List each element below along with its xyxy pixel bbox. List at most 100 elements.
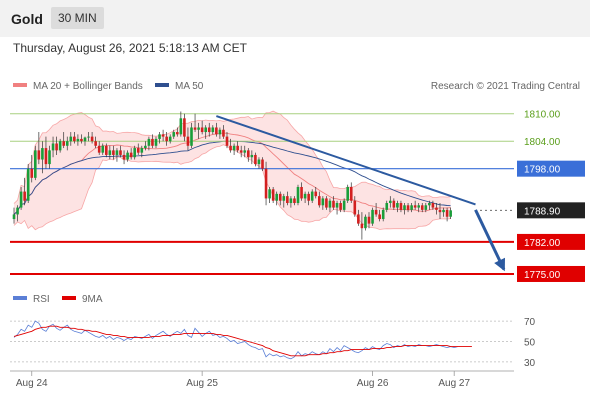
candle-body (58, 141, 62, 151)
candle-body (193, 127, 197, 130)
candle-body (26, 168, 30, 201)
legend-label-rsi: RSI (33, 294, 50, 305)
candle-body (90, 136, 94, 142)
candle-body (41, 148, 44, 160)
candle-body (378, 214, 381, 220)
candle-body (222, 129, 225, 137)
candle-body (232, 145, 236, 151)
x-tick-label-Aug 26: Aug 26 (357, 378, 389, 389)
candle-body (69, 136, 73, 142)
candle-body (278, 193, 282, 201)
rsi-ma-line (13, 325, 472, 357)
candle-body (183, 118, 186, 137)
candle-body (239, 150, 243, 153)
candle-body (122, 154, 126, 160)
candle-body (410, 205, 413, 210)
candle-body (94, 141, 97, 146)
level-label-1798.00: 1798.00 (524, 165, 561, 176)
candle-body (289, 198, 293, 204)
candle-body (101, 145, 105, 153)
level-label-bg-1775.00 (517, 265, 585, 282)
timeframe-button[interactable]: 30 MIN (51, 7, 104, 29)
candle-body (236, 145, 239, 151)
level-label-1788.90: 1788.90 (524, 206, 561, 217)
candle-body (286, 196, 289, 204)
candle-body (261, 159, 264, 169)
candle-body (264, 168, 268, 199)
candle-body (19, 191, 23, 208)
candle-body (55, 143, 58, 151)
candle-body (310, 191, 314, 201)
candle-body (364, 216, 367, 229)
candle-body (144, 145, 147, 149)
main-legend: MA 20 + Bollinger Bands MA 50 Research ©… (13, 81, 580, 92)
candle-body (268, 189, 271, 199)
candle-body (243, 150, 247, 153)
candle-body (307, 193, 310, 201)
candle-body (339, 203, 342, 210)
candle-body (197, 127, 200, 130)
ma20-line (13, 132, 451, 215)
candle-body (254, 154, 257, 165)
candle-body (186, 136, 190, 146)
candle-body (385, 203, 389, 210)
candle-body (80, 138, 83, 142)
candle-body (62, 141, 65, 146)
rsi-line (13, 320, 458, 360)
candle-body (449, 210, 452, 217)
forecast-arrow-head (494, 257, 505, 272)
rsi-tick-70: 70 (524, 317, 536, 328)
candle-body (51, 143, 55, 151)
candle-body (413, 205, 417, 208)
level-label-1775.00: 1775.00 (524, 270, 561, 281)
candle-body (176, 132, 179, 135)
candle-body (126, 152, 129, 160)
candle-body (225, 136, 229, 146)
rsi-plot: 30 50 70 (10, 317, 536, 369)
candle-body (16, 207, 19, 215)
candle-body (83, 137, 87, 142)
legend-swatch-9ma (62, 296, 76, 300)
candle-body (207, 127, 211, 133)
candle-body (353, 200, 357, 215)
timestamp: Thursday, August 26, 2021 5:18:13 AM CET (13, 41, 247, 55)
bollinger-lower (13, 144, 451, 231)
candle-body (417, 205, 420, 208)
candle-body (87, 136, 90, 138)
rsi-legend: RSI 9MA (13, 294, 103, 305)
candle-body (303, 193, 307, 199)
candle-body (349, 186, 353, 201)
candle-body (275, 193, 278, 201)
level-label-bg-1782.00 (517, 233, 585, 250)
x-tick-label-Aug 25: Aug 25 (186, 378, 218, 389)
candle-body (30, 168, 34, 178)
candle-body (250, 154, 254, 158)
candle-body (165, 136, 168, 142)
candle-body (247, 150, 250, 158)
legend-swatch-ma20 (13, 83, 27, 87)
candle-body (342, 200, 346, 210)
x-tick-label-Aug 24: Aug 24 (16, 378, 48, 389)
main-plot: 1810.00 1804.00 1798.00 1788.90 1782.00 1775.… (10, 110, 585, 282)
candle-body (136, 148, 140, 153)
candle-body (282, 196, 286, 201)
candle-body (215, 127, 218, 135)
candle-body (37, 150, 41, 160)
credit-text: Research © 2021 Trading Central (431, 81, 580, 92)
candle-body (445, 209, 449, 217)
candle-body (442, 209, 445, 213)
legend-swatch-ma50 (155, 83, 169, 87)
candle-body (371, 209, 374, 224)
instrument-name: Gold (11, 11, 43, 27)
candle-body (293, 198, 296, 204)
candle-body (357, 214, 360, 224)
rsi-tick-50: 50 (524, 338, 536, 349)
rsi-tick-30: 30 (524, 358, 536, 369)
candle-body (158, 134, 161, 139)
candle-body (73, 136, 76, 142)
candle-body (97, 145, 101, 153)
candle-body (406, 205, 410, 210)
candle-body (76, 138, 80, 142)
candle-body (204, 127, 207, 133)
